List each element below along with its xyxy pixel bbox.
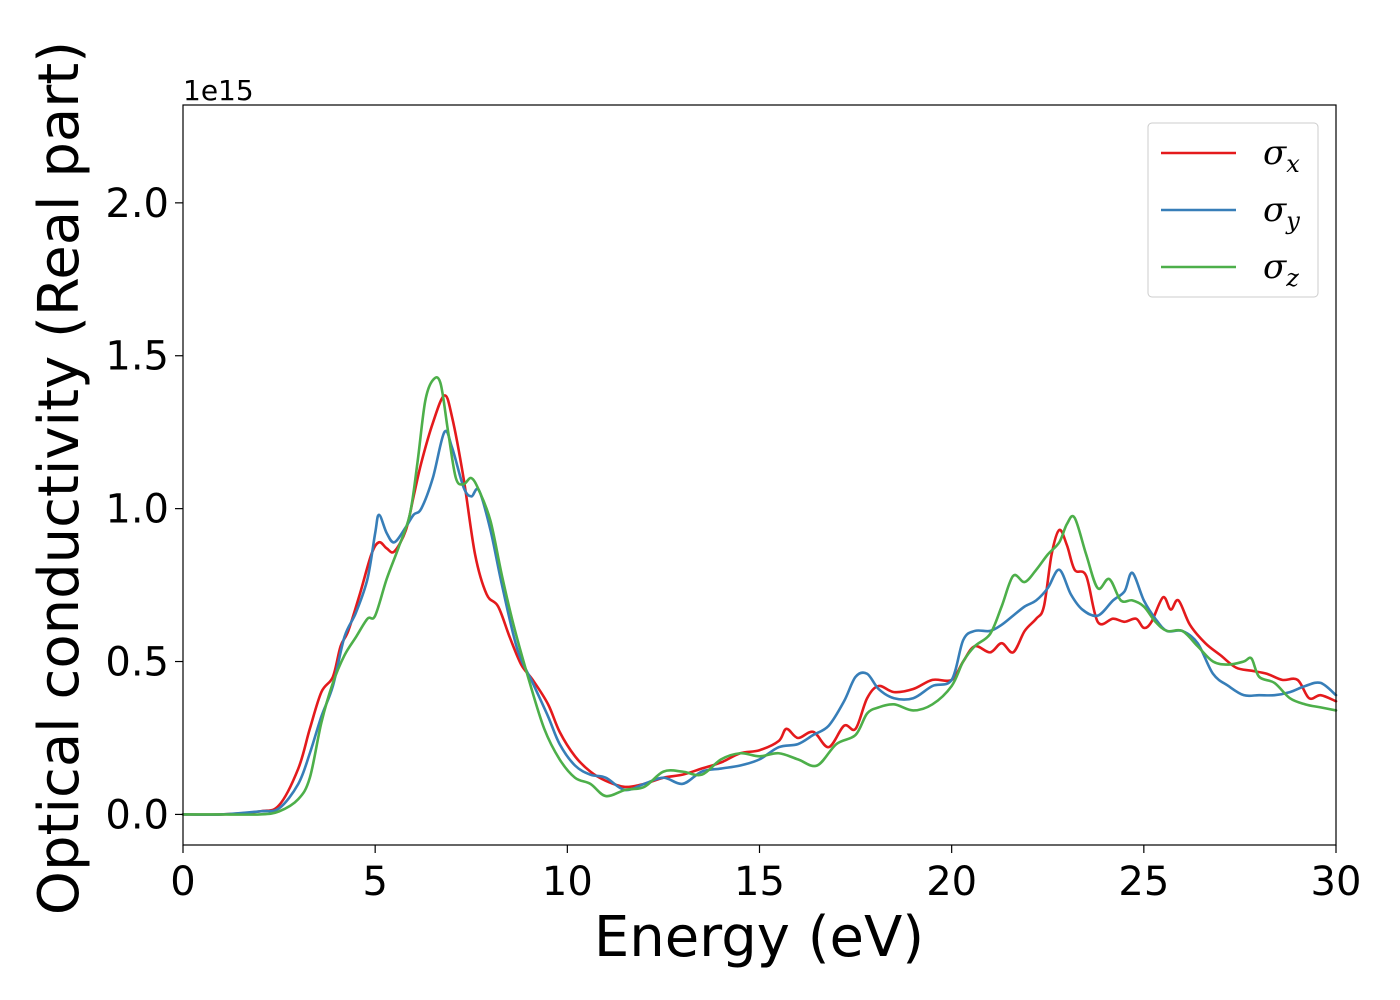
- x-tick-label: 30: [1311, 859, 1362, 905]
- x-tick-label: 5: [362, 859, 387, 905]
- x-axis: 0 5 10 15 20 25 30: [170, 845, 1361, 905]
- y-tick-label: 2.0: [105, 181, 169, 227]
- y-tick-label: 0.5: [105, 640, 169, 686]
- y-axis: 0.0 0.5 1.0 1.5 2.0: [105, 181, 183, 838]
- x-tick-label: 0: [170, 859, 195, 905]
- legend-label-y: σy: [1263, 190, 1300, 235]
- y-axis-label: Optical conductivity (Real part): [27, 41, 92, 915]
- x-tick-label: 20: [926, 859, 977, 905]
- x-tick-label: 15: [734, 859, 785, 905]
- x-tick-label: 10: [542, 859, 593, 905]
- series-line-x: [181, 394, 1338, 816]
- y-tick-label: 1.5: [105, 334, 169, 380]
- legend: σx σy σz: [1147, 122, 1319, 298]
- y-tick-label: 1.0: [105, 487, 169, 533]
- legend-label-z: σz: [1263, 247, 1299, 292]
- series-layer: [181, 376, 1338, 816]
- series-line-z: [181, 376, 1338, 816]
- legend-label-x: σx: [1263, 133, 1300, 178]
- x-axis-label: Energy (eV): [594, 905, 924, 970]
- y-tick-label: 0.0: [105, 792, 169, 838]
- y-axis-offset-label: 1e15: [183, 74, 254, 107]
- x-tick-label: 25: [1118, 859, 1169, 905]
